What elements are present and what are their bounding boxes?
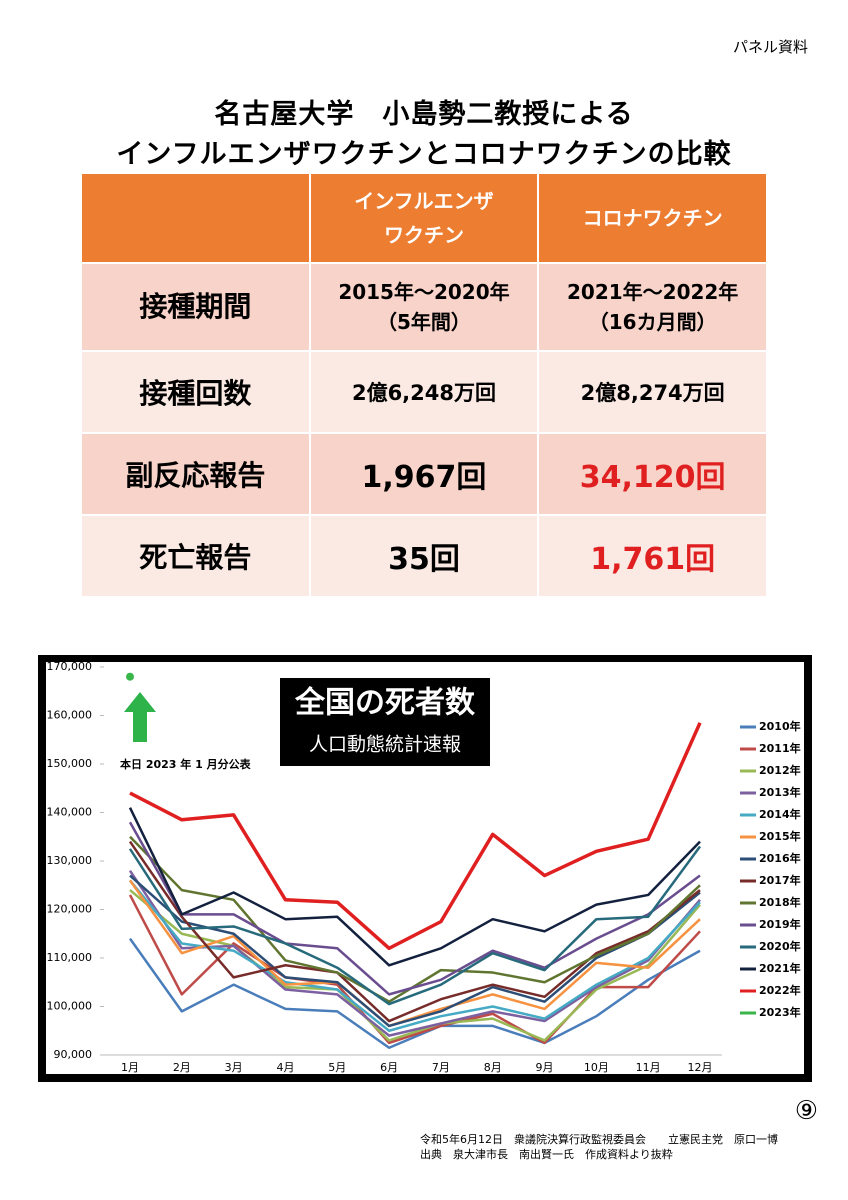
table-cell: 34,120回: [537, 432, 768, 516]
x-tick-label: 4月: [276, 1061, 294, 1074]
data-point: [126, 672, 134, 681]
table-cell: 1,761回: [537, 514, 768, 598]
legend-label: 2023年: [759, 1005, 801, 1019]
data-line: [129, 874, 701, 1028]
x-tick-label: 12月: [688, 1061, 713, 1074]
table-cell: 2015年～2020年 （5年間）: [308, 262, 540, 352]
legend-label: 2013年: [759, 785, 801, 799]
table-cell: 接種期間: [80, 262, 311, 352]
legend-label: 2014年: [759, 807, 801, 821]
comparison-table: インフルエンザ ワクチン コロナワクチン 接種期間 2015年～2020年 （5年…: [80, 172, 768, 598]
header-cell: コロナワクチン: [537, 172, 768, 264]
legend-label: 2020年: [759, 939, 801, 953]
chart-subtitle: 人口動態統計速報: [309, 734, 461, 756]
table-row: 接種期間 2015年～2020年 （5年間） 2021年～2022年 （16カ月間）: [80, 262, 768, 352]
table-cell: 1,967回: [308, 432, 540, 516]
arrow-icon: [124, 692, 156, 742]
legend-label: 2012年: [759, 763, 801, 777]
page-number: ⑨: [794, 1096, 818, 1126]
legend-label: 2019年: [759, 917, 801, 931]
data-line: [128, 870, 701, 1037]
footer: 令和5年6月12日 衆議院決算行政監視委員会 立憲民主党 原口一博 出典 泉大津…: [420, 1132, 778, 1162]
y-tick-label: 160,000: [47, 709, 93, 722]
panel-label: パネル資料: [732, 38, 808, 56]
y-tick-label: 100,000: [47, 1000, 93, 1013]
data-line: [128, 845, 702, 1006]
x-tick-label: 2月: [173, 1061, 191, 1074]
legend-label: 2018年: [759, 895, 801, 909]
table-cell: 2億8,274万回: [537, 350, 768, 434]
table-cell: 副反応報告: [80, 432, 311, 516]
x-tick-label: 1月: [121, 1061, 139, 1074]
x-tick-label: 6月: [380, 1061, 398, 1074]
title-line: 名古屋大学 小島勢二教授による: [214, 99, 634, 130]
table-cell: 死亡報告: [80, 514, 311, 598]
x-tick-label: 7月: [432, 1061, 450, 1074]
y-tick-label: 140,000: [47, 806, 93, 819]
x-tick-label: 5月: [328, 1061, 346, 1074]
legend-label: 2015年: [759, 829, 801, 843]
legend-label: 2021年: [759, 961, 801, 975]
data-line: [128, 894, 701, 1045]
legend-label: 2016年: [759, 851, 801, 865]
title-line: インフルエンザワクチンとコロナワクチンの比較: [116, 139, 732, 170]
data-line: [129, 879, 701, 1032]
table-header: インフルエンザ ワクチン コロナワクチン: [80, 172, 768, 264]
footer-line: 出典 泉大津市長 南出賢一氏 作成資料より抜粋: [420, 1148, 673, 1161]
footer-line: 令和5年6月12日 衆議院決算行政監視委員会 立憲民主党 原口一博: [420, 1133, 778, 1146]
table-row: 死亡報告 35回 1,761回: [80, 514, 768, 598]
table-row: 接種回数 2億6,248万回 2億8,274万回: [80, 350, 768, 434]
x-tick-label: 8月: [484, 1061, 502, 1074]
data-line: [129, 889, 701, 1042]
legend-label: 2010年: [759, 719, 801, 733]
table-cell: 接種回数: [80, 350, 311, 434]
legend-label: 2011年: [759, 741, 801, 755]
table-cell: 2億6,248万回: [308, 350, 540, 434]
y-tick-label: 170,000: [47, 660, 93, 673]
data-line: [128, 937, 701, 1049]
y-tick-label: 150,000: [47, 757, 93, 770]
table-row: 副反応報告 1,967回 34,120回: [80, 432, 768, 516]
data-line: [128, 840, 701, 1023]
x-tick-label: 9月: [536, 1061, 554, 1074]
y-tick-label: 90,000: [54, 1048, 93, 1061]
y-tick-label: 120,000: [47, 903, 93, 916]
y-tick-label: 110,000: [47, 951, 93, 964]
table-cell: 35回: [308, 514, 540, 598]
legend-label: 2022年: [759, 983, 801, 997]
table-cell: 2021年～2022年 （16カ月間）: [537, 262, 768, 352]
annotation: 本日 2023 年 1 月分公表: [120, 757, 252, 771]
data-line: [128, 821, 701, 996]
chart-title: 全国の死者数: [294, 686, 476, 721]
chart-title-box: [280, 678, 490, 766]
data-line: [129, 722, 702, 951]
data-line: [128, 807, 701, 967]
y-tick-label: 130,000: [47, 854, 93, 867]
x-tick-label: 11月: [636, 1061, 661, 1074]
header-cell: [80, 172, 311, 264]
x-tick-label: 10月: [584, 1061, 609, 1074]
legend-label: 2017年: [759, 873, 801, 887]
x-tick-label: 3月: [225, 1061, 243, 1074]
header-cell: インフルエンザ ワクチン: [308, 172, 540, 264]
